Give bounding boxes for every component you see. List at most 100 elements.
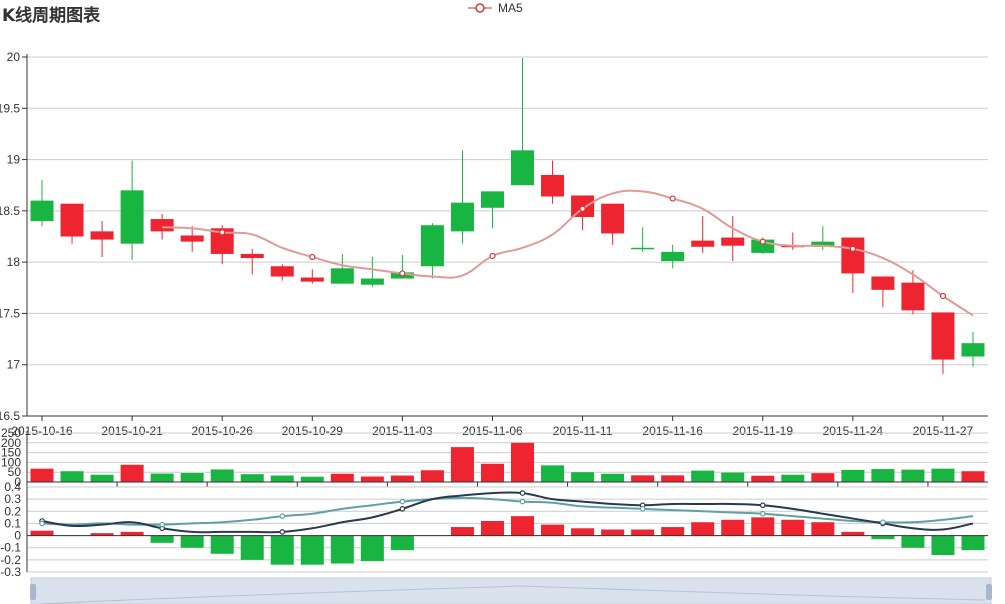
macd-tick-label: -0.3 <box>0 565 21 579</box>
macd-bar <box>601 529 625 536</box>
macd-bar <box>961 535 985 551</box>
x-tick-label: 2015-11-19 <box>733 424 794 438</box>
x-tick-label: 2015-11-11 <box>553 424 613 438</box>
candle-body <box>511 150 535 186</box>
data-zoom-handle-right[interactable] <box>986 584 992 600</box>
ma5-point <box>489 252 496 260</box>
volume-bar <box>931 468 955 482</box>
candle-body <box>691 240 715 247</box>
data-zoom-slider[interactable] <box>30 577 992 604</box>
volume-bar <box>330 473 354 482</box>
x-tick-label: 2015-10-21 <box>101 424 163 438</box>
macd-bar <box>661 527 685 536</box>
volume-bar <box>360 476 384 482</box>
volume-bar <box>180 472 204 482</box>
candle-body <box>901 282 925 311</box>
macd-bar <box>901 535 925 548</box>
macd-dea-point <box>279 513 286 519</box>
volume-bar <box>30 468 54 482</box>
ma5-point <box>939 292 947 300</box>
volume-bar <box>751 475 775 482</box>
ma5-point <box>579 205 586 212</box>
price-tick-label: 16.5 <box>0 409 20 423</box>
price-tick-label: 19 <box>7 153 21 167</box>
price-tick-label: 20 <box>7 50 21 64</box>
macd-dif-point <box>279 529 286 535</box>
volume-bar <box>631 475 655 482</box>
candle-body <box>841 237 865 274</box>
candle-body <box>450 202 474 232</box>
candle-body <box>631 247 655 250</box>
candle-body <box>480 191 504 208</box>
macd-bar <box>691 522 715 536</box>
macd-bar <box>931 535 955 555</box>
volume-bar <box>300 476 324 482</box>
macd-bar <box>390 535 414 551</box>
macd-dea-point <box>880 519 886 526</box>
legend[interactable]: MA5 <box>468 0 523 16</box>
volume-bar <box>661 475 685 482</box>
candle-body <box>150 219 174 232</box>
candle-body <box>961 343 985 357</box>
macd-dea-point <box>159 521 165 528</box>
volume-bar <box>691 470 715 482</box>
volume-bar <box>871 469 895 482</box>
macd-dea-point <box>639 506 646 512</box>
ma5-point <box>669 195 676 202</box>
volume-bar <box>420 470 444 482</box>
macd-bar <box>751 517 775 536</box>
candle-body <box>931 312 955 360</box>
macd-dea-point <box>519 498 526 505</box>
macd-bar <box>541 524 565 536</box>
chart-title: K线周期图表 <box>2 6 101 26</box>
volume-bar <box>781 474 805 482</box>
candle-body <box>270 266 294 277</box>
volume-tick-label: 150 <box>1 446 21 460</box>
candle-body <box>180 235 204 242</box>
volume-bar <box>571 472 595 482</box>
data-zoom-handle-left[interactable] <box>30 584 36 600</box>
macd-bar <box>300 535 324 565</box>
volume-bar <box>541 465 565 482</box>
macd-tick-label: 0.3 <box>4 492 21 506</box>
volume-bar <box>90 474 114 482</box>
volume-tick-label: 100 <box>1 455 21 469</box>
volume-tick-label: 250 <box>1 426 21 440</box>
x-tick-label: 2015-11-03 <box>372 424 433 438</box>
macd-tick-label: 0.2 <box>4 504 21 518</box>
volume-tick-label: 50 <box>8 465 22 479</box>
candle-body <box>120 190 144 244</box>
macd-dif-point <box>399 506 406 512</box>
candle-body <box>541 174 565 197</box>
volume-tick-label: 0 <box>14 475 21 489</box>
macd-dif-point <box>759 502 766 509</box>
macd-bar <box>210 535 234 554</box>
price-tick-label: 17 <box>7 358 21 372</box>
x-tick-label: 2015-11-06 <box>462 424 523 438</box>
volume-bar <box>721 472 745 482</box>
x-tick-label: 2015-11-24 <box>823 424 884 438</box>
macd-bar <box>841 531 865 536</box>
volume-bar <box>150 473 174 482</box>
macd-tick-label: 0.4 <box>4 480 21 494</box>
candle-body <box>30 200 54 222</box>
candle-body <box>721 237 745 246</box>
volume-bar <box>270 475 294 482</box>
volume-bar <box>511 442 535 482</box>
macd-bar <box>480 521 504 536</box>
macd-bar <box>120 531 144 536</box>
volume-bar <box>210 469 234 482</box>
volume-bar <box>901 469 925 482</box>
ma5-point <box>759 238 766 245</box>
volume-bar <box>841 469 865 482</box>
x-tick-label: 2015-10-29 <box>282 424 344 438</box>
candle-body <box>661 251 685 262</box>
macd-bar <box>450 527 474 536</box>
ma5-line <box>162 189 974 317</box>
volume-bar <box>390 475 414 482</box>
macd-bar <box>270 535 294 565</box>
volume-bar <box>60 471 84 482</box>
candle-body <box>300 277 324 282</box>
ma5-point <box>219 229 226 236</box>
